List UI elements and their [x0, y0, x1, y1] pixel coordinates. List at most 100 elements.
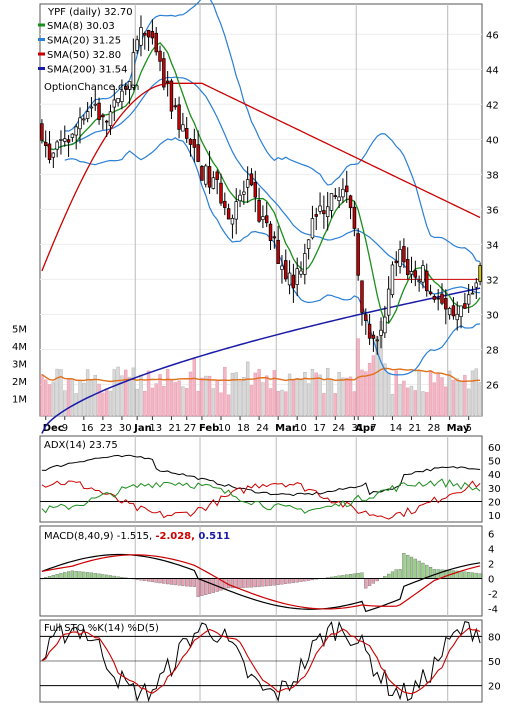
- macd-histogram-bar: [356, 572, 360, 579]
- candle-body: [379, 329, 383, 336]
- legend-item-label: SMA(20) 31.25: [47, 36, 121, 47]
- candle-body: [245, 179, 250, 188]
- adx-legend-label: ADX(14) 23.75: [44, 440, 118, 451]
- candle-body: [329, 193, 334, 211]
- volume-bar: [291, 379, 296, 417]
- volume-bar: [406, 387, 410, 417]
- volume-bar: [185, 388, 189, 417]
- volume-bar: [310, 369, 315, 417]
- candle-body: [55, 141, 59, 150]
- volume-bar: [352, 391, 357, 417]
- candle-body: [402, 246, 406, 263]
- macd-histogram-bar: [249, 578, 254, 588]
- sto-tick-label: 50: [488, 657, 501, 668]
- candle-body: [425, 270, 429, 292]
- candle-body: [451, 305, 456, 317]
- candle-body: [367, 323, 372, 339]
- x-tick-label: 10: [218, 423, 231, 434]
- candle-body: [428, 291, 433, 295]
- candle-body: [108, 111, 113, 127]
- x-tick-label: 31: [351, 423, 364, 434]
- macd-histogram-bar: [177, 578, 181, 586]
- x-tick-label: 17: [313, 423, 326, 434]
- volume-bar: [181, 386, 185, 417]
- candle-body: [104, 120, 109, 123]
- x-tick-label: Feb: [199, 423, 219, 434]
- volume-bar: [409, 385, 414, 417]
- volume-bar: [276, 391, 280, 417]
- volume-bar: [173, 382, 177, 417]
- volume-bar: [322, 393, 326, 417]
- macd-histogram-bar: [101, 574, 105, 579]
- candle-body: [322, 210, 326, 215]
- candle-body: [158, 50, 162, 62]
- candle-body: [219, 182, 223, 204]
- candle-body: [253, 182, 258, 198]
- candle-body: [226, 208, 231, 220]
- macd-histogram-bar: [234, 578, 238, 589]
- candle-body: [333, 195, 338, 197]
- volume-bar: [253, 372, 257, 417]
- macd-histogram-bar: [59, 573, 63, 579]
- macd-histogram-bar: [63, 572, 67, 579]
- volume-bar: [466, 388, 471, 417]
- candle-body: [242, 191, 246, 195]
- price-legend: YPF (daily) 32.70 SMA(8) 30.03 SMA(20) 31.…: [38, 7, 139, 93]
- macd-histogram-bar: [158, 578, 162, 584]
- macd-tick-label: 6: [488, 530, 494, 541]
- ticker-label: YPF (daily) 32.70: [47, 7, 133, 18]
- adx-tick-label: 30: [488, 484, 501, 495]
- macd-histogram-bar: [169, 578, 174, 585]
- price-tick-label: 42: [486, 100, 499, 111]
- candle-body: [421, 265, 425, 283]
- candle-body: [215, 171, 219, 180]
- candle-body: [207, 166, 212, 188]
- macd-histogram-bar: [105, 574, 109, 579]
- x-tick-label: Jan: [133, 423, 152, 434]
- volume-bar: [390, 394, 395, 417]
- volume-bar: [249, 385, 254, 417]
- macd-histogram-bar: [261, 578, 265, 587]
- volume-bar: [386, 372, 391, 417]
- candle-body: [184, 128, 189, 139]
- macd-histogram-bar: [413, 558, 417, 579]
- volume-bar: [394, 370, 398, 417]
- macd-histogram-bar: [348, 574, 353, 579]
- macd-histogram-bar: [417, 560, 421, 579]
- candle-body: [264, 215, 269, 224]
- sto-d-line: [41, 627, 481, 695]
- adx-line: [41, 454, 481, 497]
- macd-histogram-bar: [276, 578, 280, 585]
- macd-histogram-bar: [406, 554, 410, 579]
- volume-bar: [89, 380, 94, 417]
- candle-body: [173, 105, 177, 108]
- candle-body: [177, 104, 181, 130]
- volume-bar: [238, 380, 242, 417]
- volume-bar: [242, 377, 246, 417]
- macd-histogram-bar: [192, 578, 196, 587]
- macd-histogram-bar: [78, 571, 82, 579]
- volume-bar: [120, 375, 124, 417]
- volume-bar: [455, 378, 459, 417]
- adx-panel-frame: [39, 435, 483, 523]
- minus-di-line: [41, 478, 481, 514]
- candle-body: [455, 313, 459, 321]
- price-tick-label: 26: [486, 380, 499, 391]
- candle-body: [51, 152, 56, 158]
- volume-bar: [40, 374, 44, 417]
- volume-tick-label: 2M: [12, 377, 27, 388]
- candle-body: [116, 98, 120, 104]
- macd-histogram-bar: [55, 574, 59, 579]
- volume-bar: [447, 370, 452, 417]
- macd-histogram-bar: [280, 578, 284, 585]
- candle-body: [135, 39, 139, 51]
- volume-bar: [124, 369, 128, 417]
- macd-line: [41, 553, 481, 613]
- price-tick-label: 46: [486, 30, 499, 41]
- candle-body: [390, 264, 395, 296]
- macd-histogram-bar: [181, 578, 185, 586]
- candle-body: [139, 27, 143, 46]
- volume-bar: [257, 369, 261, 417]
- volume-bar: [474, 368, 478, 417]
